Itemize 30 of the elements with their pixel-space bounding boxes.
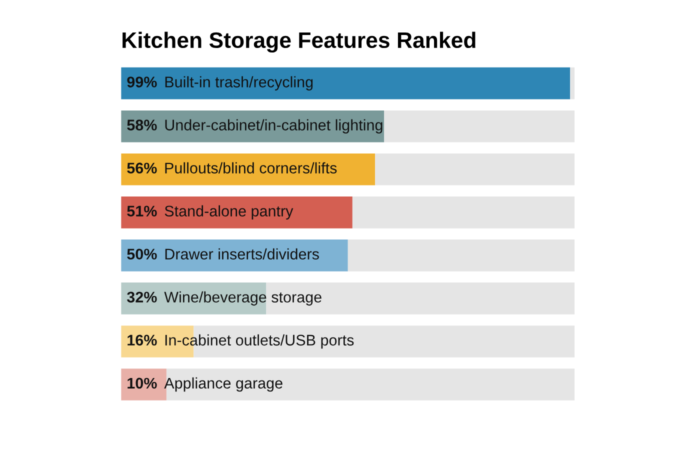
y-tick-label: Pullouts/blind corners/lifts: [165, 162, 337, 174]
bar: [121, 240, 348, 272]
data-label: 99%: [127, 76, 157, 88]
bar: [375, 153, 575, 186]
data-label: 58%: [127, 120, 157, 130]
bar: [121, 196, 352, 228]
data-label: 16%: [128, 334, 157, 346]
bar: [121, 153, 376, 186]
data-label: 51%: [127, 206, 157, 217]
bar: [121, 282, 266, 314]
bar: [570, 67, 575, 100]
bar: [384, 110, 575, 142]
bar: [121, 67, 570, 100]
bar: [166, 368, 575, 400]
y-tick-label: Under-cabinet/in-cabinet lighting: [165, 119, 382, 134]
chart-title: Kitchen Storage Features Ranked: [122, 32, 476, 53]
y-tick-label: Wine/beverage storage: [164, 291, 322, 306]
data-label: 50%: [127, 248, 157, 260]
data-label: 56%: [127, 162, 157, 174]
bar: [348, 240, 575, 272]
y-tick-label: Stand-alone pantry: [164, 205, 294, 220]
data-label: 32%: [127, 292, 157, 303]
bar: [121, 110, 384, 142]
bar: [352, 196, 575, 228]
y-tick-label: Appliance garage: [164, 377, 282, 392]
y-tick-label: Built-in trash/recycling: [165, 76, 313, 90]
y-tick-label: Drawer inserts/dividers: [165, 248, 319, 260]
bar: [266, 282, 575, 314]
data-label: 10%: [128, 378, 157, 389]
y-tick-label: In-cabinet outlets/USB ports: [165, 334, 354, 349]
